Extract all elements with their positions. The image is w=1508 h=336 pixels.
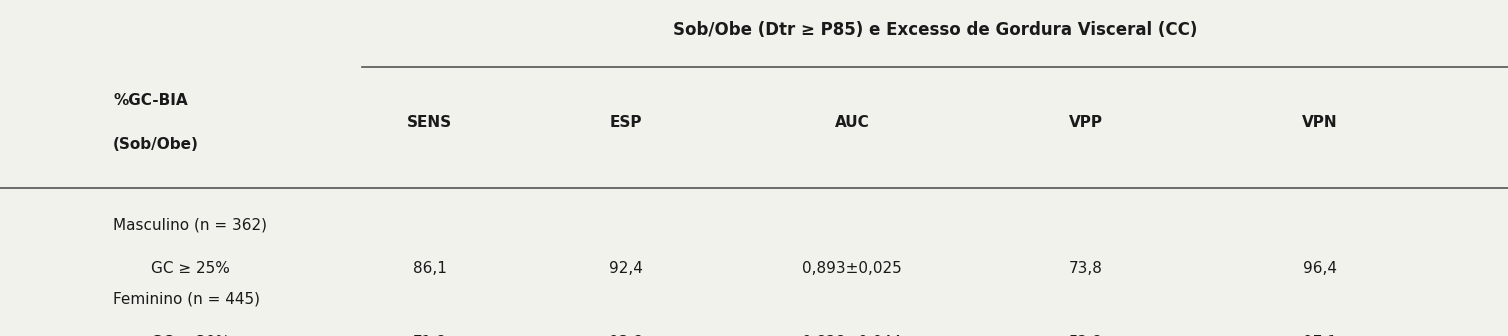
Text: Sob/Obe (Dtr ≥ P85) e Excesso de Gordura Visceral (CC): Sob/Obe (Dtr ≥ P85) e Excesso de Gordura…	[673, 21, 1197, 39]
Text: 73,8: 73,8	[1069, 261, 1102, 276]
Text: SENS: SENS	[407, 115, 452, 130]
Text: (Sob/Obe): (Sob/Obe)	[113, 137, 199, 152]
Text: Feminino (n = 445): Feminino (n = 445)	[113, 292, 259, 306]
Text: 92,4: 92,4	[609, 261, 642, 276]
Text: GC ≥ 30%: GC ≥ 30%	[151, 335, 229, 336]
Text: 93,8: 93,8	[609, 335, 642, 336]
Text: AUC: AUC	[834, 115, 870, 130]
Text: Masculino (n = 362): Masculino (n = 362)	[113, 218, 267, 233]
Text: 97,1: 97,1	[1303, 335, 1336, 336]
Text: %GC-BIA: %GC-BIA	[113, 93, 187, 108]
Text: 86,1: 86,1	[413, 261, 446, 276]
Text: GC ≥ 25%: GC ≥ 25%	[151, 261, 229, 276]
Text: 96,4: 96,4	[1303, 261, 1336, 276]
Text: 0,828±0,044: 0,828±0,044	[802, 335, 902, 336]
Text: 0,893±0,025: 0,893±0,025	[802, 261, 902, 276]
Text: VPP: VPP	[1069, 115, 1102, 130]
Text: 52,8: 52,8	[1069, 335, 1102, 336]
Text: VPN: VPN	[1301, 115, 1338, 130]
Text: ESP: ESP	[609, 115, 642, 130]
Text: 71,8: 71,8	[413, 335, 446, 336]
